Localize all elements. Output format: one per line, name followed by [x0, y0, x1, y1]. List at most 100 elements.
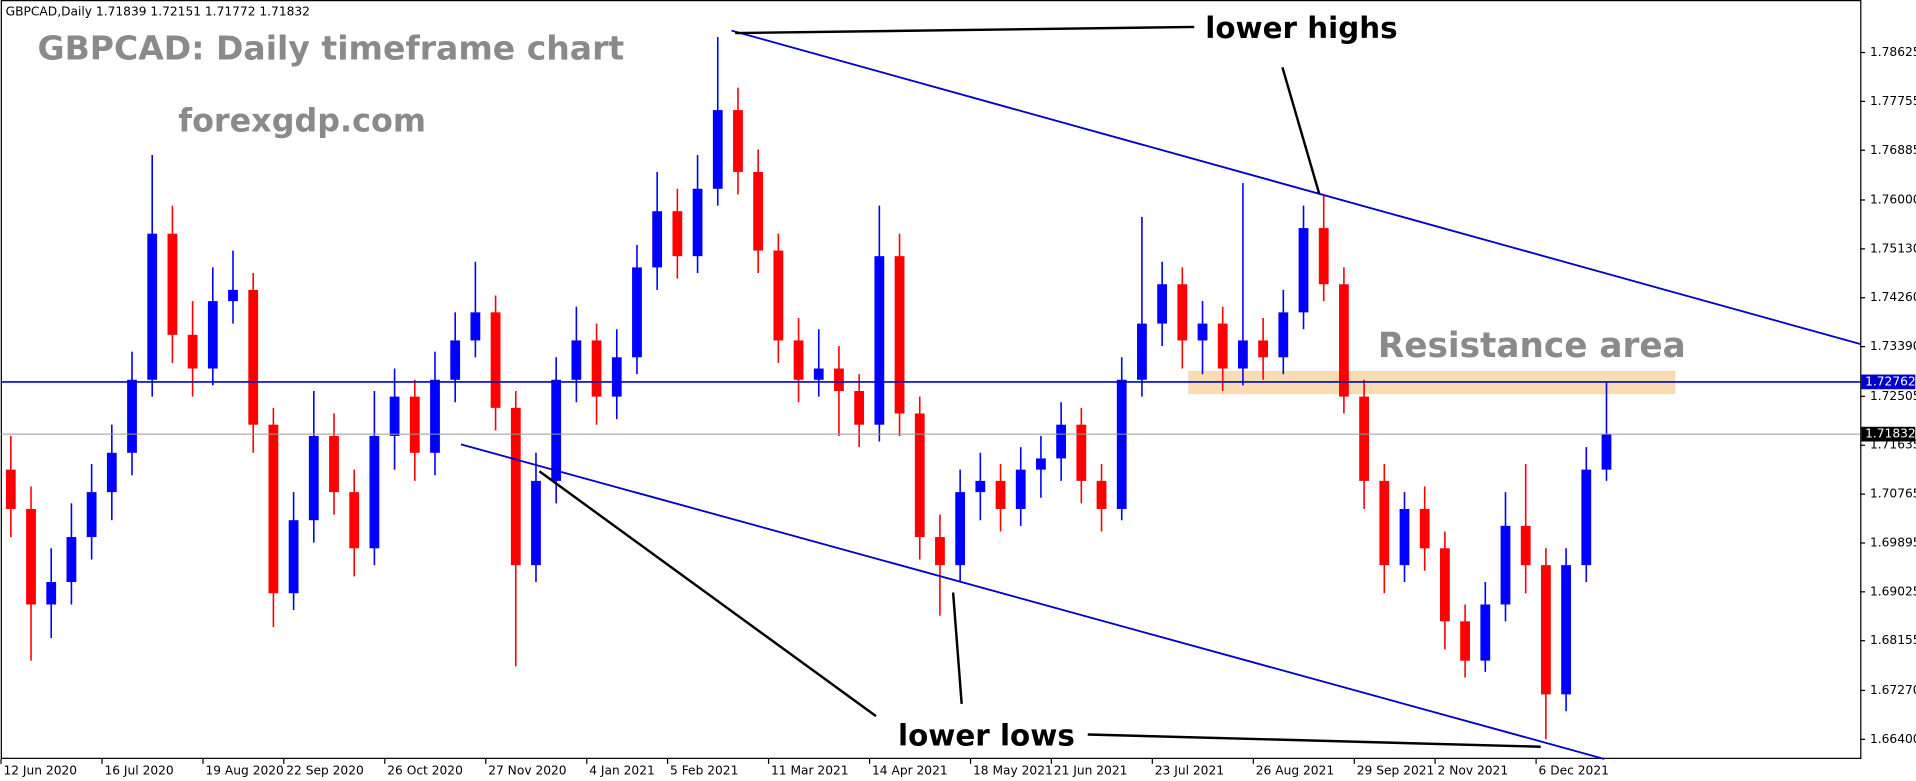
y-tick-label: 1.77755 [1870, 94, 1916, 108]
x-tick-label: 6 Dec 2021 [1539, 764, 1609, 778]
candle-body [1036, 458, 1046, 470]
candle-body [369, 435, 380, 549]
x-tick-label: 12 Jun 2020 [3, 764, 77, 778]
x-tick-label: 2 Nov 2021 [1438, 764, 1509, 778]
candle-body [712, 110, 723, 189]
candle-body [490, 312, 501, 408]
pointer-line [1281, 66, 1321, 194]
candle-body [450, 340, 461, 380]
candle-body [510, 407, 521, 566]
candle-body [1137, 323, 1147, 380]
last-price-box [1861, 426, 1916, 442]
y-tick-label: 1.68155 [1870, 633, 1916, 647]
y-tick-label: 1.73390 [1870, 339, 1916, 353]
y-tick-label: 1.69895 [1870, 535, 1916, 549]
x-tick-label: 5 Feb 2021 [670, 764, 738, 778]
candle-body [1440, 548, 1450, 622]
y-tick-label: 1.78625 [1870, 45, 1916, 59]
candle-body [147, 233, 158, 380]
candle-body [1157, 284, 1168, 324]
candle-body [1540, 565, 1551, 695]
candle-body [1116, 379, 1127, 509]
candle-body [470, 312, 481, 341]
candle-body [1359, 396, 1370, 481]
candle-body [1298, 228, 1309, 313]
candle-body [551, 379, 562, 481]
candle-body [329, 435, 339, 493]
candle-body [66, 537, 77, 583]
candle-body [308, 435, 319, 521]
candle-body [1339, 284, 1349, 397]
candle-body [854, 390, 865, 425]
candle-body [1318, 228, 1329, 285]
x-tick-label: 23 Jul 2021 [1155, 764, 1224, 778]
candle-body [268, 424, 279, 594]
candle-body [1460, 621, 1470, 661]
candle-body [430, 379, 440, 453]
annotation-pointers [538, 25, 1541, 748]
pointer-line [735, 25, 1195, 35]
candle-body [793, 340, 804, 380]
candle-body [389, 396, 400, 436]
x-tick-label: 26 Aug 2021 [1256, 764, 1334, 778]
candle-body [1096, 480, 1107, 509]
candle-body [1480, 604, 1491, 661]
x-tick-label: 4 Jan 2021 [589, 764, 655, 778]
candle-body [1217, 323, 1228, 369]
x-tick-label: 19 Aug 2020 [205, 764, 283, 778]
y-tick-label: 1.75130 [1870, 241, 1916, 255]
candle-body [652, 211, 663, 268]
candle-body [187, 334, 198, 369]
level-label-box [1861, 374, 1916, 390]
candle-body [207, 301, 218, 369]
candle-body [167, 233, 178, 335]
last-price-label: 1.71832 [1865, 427, 1916, 441]
candle-body [5, 469, 16, 509]
candle-body [1177, 284, 1188, 341]
candle-body [1601, 434, 1612, 470]
candle-body [1258, 340, 1269, 358]
candle-body [935, 537, 945, 566]
candle-body [106, 452, 117, 493]
subtitle: forexgdp.com [178, 101, 426, 139]
x-tick-label: 16 Jul 2020 [104, 764, 173, 778]
x-tick-label: 18 May 2021 [973, 764, 1053, 778]
x-tick-label: 26 Oct 2020 [387, 764, 463, 778]
upper-trend-line [731, 29, 1861, 345]
candle-body [753, 171, 764, 251]
candle-body [591, 340, 602, 397]
candle-body [874, 256, 885, 425]
candle-body [834, 368, 844, 391]
level-label: 1.72762 [1865, 374, 1916, 388]
y-tick-label: 1.74260 [1870, 290, 1916, 304]
pointer-line [1087, 733, 1541, 748]
candle-body [813, 368, 824, 380]
annotation: lower highs [1205, 11, 1397, 45]
candle-body [773, 250, 784, 341]
y-tick-label: 1.66400 [1870, 732, 1916, 746]
candle-body [46, 582, 57, 605]
x-tick-label: 22 Sep 2020 [286, 764, 364, 778]
candle-body [571, 340, 582, 380]
candle-body [1238, 340, 1248, 369]
candle-body [531, 480, 541, 566]
chart-title: GBPCAD: Daily timeframe chart [37, 29, 624, 68]
plot-frame [0, 0, 1862, 759]
trend-lines [460, 29, 1861, 760]
candle-body [914, 413, 925, 538]
candle-body [228, 289, 238, 302]
candle-body [1197, 323, 1208, 341]
x-tick-label: 27 Nov 2020 [488, 764, 566, 778]
candle-body [288, 520, 299, 594]
candle-body [127, 379, 137, 453]
x-tick-label: 21 Jun 2021 [1054, 764, 1128, 778]
candle-body [1581, 469, 1592, 566]
annotation: lower lows [898, 718, 1075, 752]
candle-body [349, 492, 360, 549]
candle-body [1399, 508, 1410, 566]
candle-body [672, 211, 683, 257]
x-tick-label: 14 Apr 2021 [872, 764, 948, 778]
candle-body [1379, 480, 1390, 566]
